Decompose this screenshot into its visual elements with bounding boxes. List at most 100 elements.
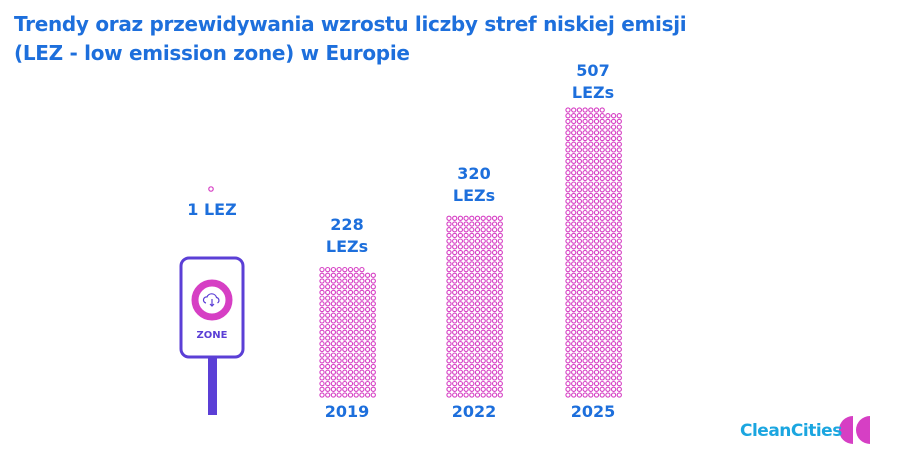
dot bbox=[474, 221, 481, 227]
zone-sign: ZONE bbox=[179, 256, 245, 415]
dot bbox=[576, 215, 583, 221]
dot bbox=[588, 261, 594, 267]
dot bbox=[457, 306, 464, 313]
dot bbox=[446, 221, 452, 227]
dot bbox=[359, 386, 365, 392]
dot bbox=[616, 306, 622, 313]
dot bbox=[616, 209, 622, 216]
dot bbox=[446, 255, 452, 261]
dot bbox=[571, 392, 577, 398]
dot bbox=[469, 238, 475, 244]
dot bbox=[576, 375, 583, 381]
dot bbox=[330, 369, 337, 375]
dot bbox=[474, 392, 481, 398]
dot bbox=[565, 323, 571, 330]
dot bbox=[364, 306, 371, 313]
dot bbox=[480, 232, 486, 239]
dot bbox=[469, 261, 475, 267]
dot bbox=[582, 244, 588, 250]
dot bbox=[480, 375, 486, 381]
dot bbox=[347, 352, 354, 358]
dot bbox=[474, 323, 481, 330]
dot bbox=[325, 266, 331, 273]
dot bbox=[593, 187, 600, 193]
dot bbox=[616, 124, 622, 130]
dot bbox=[616, 118, 622, 125]
dot bbox=[457, 380, 464, 387]
dot bbox=[576, 329, 583, 335]
dot bbox=[463, 358, 469, 364]
dot bbox=[605, 369, 611, 375]
dot bbox=[571, 312, 577, 318]
dot bbox=[605, 352, 611, 358]
dot bbox=[469, 289, 475, 296]
dot bbox=[469, 278, 475, 284]
dot bbox=[599, 363, 605, 370]
dot bbox=[463, 284, 469, 290]
dot bbox=[491, 272, 498, 278]
dot bbox=[347, 301, 354, 307]
dot bbox=[359, 295, 365, 301]
dot bbox=[599, 329, 605, 335]
dot bbox=[582, 335, 588, 341]
dot bbox=[463, 323, 469, 330]
dot bbox=[599, 130, 605, 136]
dot bbox=[330, 318, 337, 324]
dot bbox=[469, 284, 475, 290]
dot bbox=[588, 221, 594, 227]
dot bbox=[610, 375, 617, 381]
dot bbox=[336, 346, 342, 353]
dot bbox=[616, 363, 622, 370]
dot bbox=[576, 152, 583, 159]
dot bbox=[610, 158, 617, 164]
title-line-1: Trendy oraz przewidywania wzrostu liczby… bbox=[14, 12, 687, 36]
dot bbox=[565, 363, 571, 370]
dot bbox=[370, 392, 376, 398]
dot bbox=[616, 244, 622, 250]
dot bbox=[599, 323, 605, 330]
dot bbox=[319, 312, 325, 318]
dot bbox=[599, 375, 605, 381]
dot bbox=[588, 318, 594, 324]
dot bbox=[480, 380, 486, 387]
dot bbox=[605, 335, 611, 341]
dot bbox=[588, 215, 594, 221]
dot bbox=[336, 380, 342, 387]
dot bbox=[610, 341, 617, 347]
dot bbox=[491, 352, 498, 358]
dot bbox=[616, 352, 622, 358]
dot bbox=[616, 301, 622, 307]
dot bbox=[474, 238, 481, 244]
dot bbox=[497, 386, 503, 392]
title-line-2: (LEZ - low emission zone) w Europie bbox=[14, 41, 410, 65]
dot bbox=[446, 341, 452, 347]
dot bbox=[576, 358, 583, 364]
dot bbox=[576, 130, 583, 136]
dot bbox=[480, 323, 486, 330]
dot bbox=[588, 244, 594, 250]
dot bbox=[474, 284, 481, 290]
dot bbox=[610, 221, 617, 227]
dot bbox=[565, 295, 571, 301]
dot bbox=[605, 215, 611, 221]
dot bbox=[588, 118, 594, 125]
dot bbox=[588, 130, 594, 136]
dot bbox=[480, 249, 486, 256]
dot bbox=[605, 392, 611, 398]
dot bbox=[353, 335, 359, 341]
dot bbox=[588, 107, 594, 113]
dot bbox=[599, 107, 605, 113]
dot bbox=[491, 295, 498, 301]
dot bbox=[616, 170, 622, 176]
dot bbox=[359, 346, 365, 353]
dot bbox=[336, 329, 342, 335]
dot bbox=[616, 192, 622, 199]
dot bbox=[446, 352, 452, 358]
dot bbox=[330, 375, 337, 381]
dot bbox=[486, 301, 492, 307]
dot bbox=[593, 227, 600, 233]
dot bbox=[588, 255, 594, 261]
dot bbox=[616, 175, 622, 182]
dot bbox=[593, 118, 600, 125]
dot bbox=[605, 175, 611, 182]
